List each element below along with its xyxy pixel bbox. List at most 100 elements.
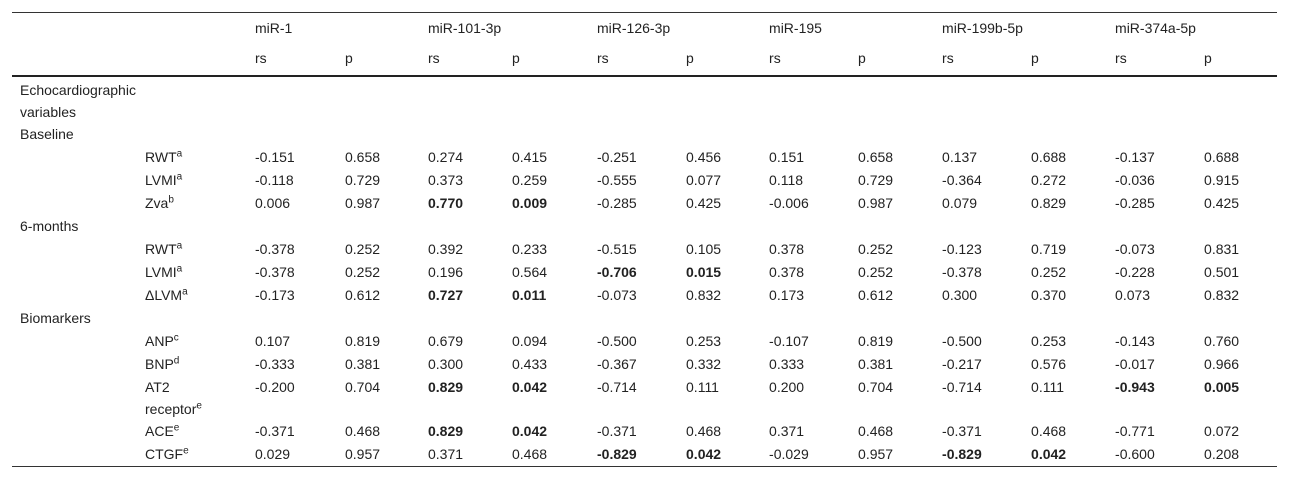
value-cell: -0.029 <box>761 443 851 467</box>
value-cell: 0.719 <box>1031 241 1067 257</box>
value-cell: 0.107 <box>255 333 291 349</box>
data-row: Zvab 0.006 0.987 0.770 0.009 -0.285 0.425 -0.00… <box>12 192 1277 215</box>
value-cell: -0.378 <box>255 241 295 257</box>
value-cell: 0.468 <box>1031 423 1067 439</box>
value-cell: 0.688 <box>1031 149 1067 165</box>
row-label: ANPc <box>137 330 247 353</box>
value-cell: 0.658 <box>345 149 381 165</box>
value-cell: 0.011 <box>512 287 547 303</box>
value-cell: 0.259 <box>512 172 548 188</box>
empty-cell <box>137 307 1277 330</box>
section-row: Biomarkers <box>12 307 1277 330</box>
empty-cell <box>12 353 137 376</box>
value-cell: -0.285 <box>597 195 637 211</box>
subheader: p <box>337 44 420 77</box>
value-cell: 0.381 <box>858 356 894 372</box>
subheader: rs <box>589 44 679 77</box>
value-cell: 0.704 <box>858 379 894 395</box>
group-header: miR-199b-5p <box>934 12 1108 44</box>
footnote-marker: a <box>176 148 183 160</box>
correlation-table: miR-1 miR-101-3p miR-126-3p miR-195 miR-199b… <box>12 12 1278 467</box>
value-cell: 0.832 <box>686 287 722 303</box>
value-cell: 0.987 <box>858 195 894 211</box>
value-cell: 0.006 <box>255 195 291 211</box>
value-cell: 0.957 <box>337 443 420 467</box>
data-row: RWTa -0.378 0.252 0.392 0.233 -0.515 0.105 0.37… <box>12 238 1277 261</box>
value-cell: 0.829 <box>428 379 464 395</box>
value-cell: -0.378 <box>942 264 982 280</box>
value-cell: -0.829 <box>589 443 679 467</box>
value-cell: 0.658 <box>858 149 894 165</box>
value-cell: 0.425 <box>1204 195 1240 211</box>
value-cell: 0.079 <box>942 195 978 211</box>
value-cell: 0.029 <box>247 443 337 467</box>
value-cell: 0.831 <box>1204 241 1240 257</box>
value-cell: -0.333 <box>255 356 295 372</box>
subheader: rs <box>247 44 337 77</box>
label: BNP <box>145 356 174 372</box>
empty-cell <box>12 443 137 467</box>
value-cell: -0.371 <box>255 423 295 439</box>
value-cell: -0.118 <box>255 172 294 188</box>
value-cell: 0.300 <box>428 356 464 372</box>
footnote-marker: c <box>173 332 179 344</box>
group-header: miR-101-3p <box>420 12 590 44</box>
empty-cell <box>12 330 137 353</box>
row-label: BNPd <box>137 353 247 376</box>
row-label: ΔLVMa <box>137 284 247 307</box>
value-cell: 0.729 <box>345 172 381 188</box>
value-cell: -0.555 <box>597 172 637 188</box>
empty-cell <box>12 12 247 44</box>
label-text: RWTa <box>145 146 182 168</box>
value-cell: 0.378 <box>769 241 805 257</box>
footnote-marker: a <box>176 263 183 275</box>
value-cell: 0.272 <box>1031 172 1067 188</box>
data-row: LVMIa -0.378 0.252 0.196 0.564 -0.706 0.015 0.3… <box>12 261 1277 284</box>
value-cell: 0.612 <box>345 287 381 303</box>
value-cell: 0.233 <box>512 241 548 257</box>
value-cell: 0.564 <box>512 264 548 280</box>
value-cell: -0.036 <box>1115 172 1155 188</box>
value-cell: 0.688 <box>1204 149 1240 165</box>
section-row: Baseline <box>12 123 1277 146</box>
empty-cell <box>12 192 137 215</box>
value-cell: -0.515 <box>597 241 637 257</box>
value-cell: 0.576 <box>1031 356 1067 372</box>
value-cell: 0.072 <box>1204 423 1240 439</box>
row-label: RWTa <box>137 146 247 169</box>
label: AT2 receptor <box>145 379 197 417</box>
value-cell: 0.832 <box>1204 287 1240 303</box>
value-cell: 0.015 <box>686 264 722 280</box>
value-cell: -0.173 <box>255 287 295 303</box>
value-cell: 0.704 <box>345 379 381 395</box>
data-row: ACEe -0.371 0.468 0.829 0.042 -0.371 0.468 0.37… <box>12 420 1277 443</box>
label: RWT <box>145 241 177 257</box>
value-cell: -0.137 <box>1115 149 1155 165</box>
footnote-marker: a <box>182 286 188 298</box>
value-cell: 0.373 <box>428 172 464 188</box>
empty-cell <box>12 146 137 169</box>
value-cell: 0.200 <box>769 379 805 395</box>
section-row: Echocardiographic variables <box>12 76 1277 123</box>
subheader: p <box>1196 44 1278 77</box>
value-cell: 0.005 <box>1204 379 1240 395</box>
value-cell: 0.151 <box>769 149 805 165</box>
label: RWT <box>145 149 177 165</box>
empty-cell <box>12 284 137 307</box>
value-cell: -0.285 <box>1115 195 1155 211</box>
value-cell: -0.364 <box>942 172 982 188</box>
value-cell: 0.456 <box>686 149 722 165</box>
value-cell: 0.009 <box>512 195 548 211</box>
data-row: RWTa -0.151 0.658 0.274 0.415 -0.251 0.456 0.15… <box>12 146 1277 169</box>
value-cell: -0.073 <box>597 287 637 303</box>
label: LVMI <box>145 172 177 188</box>
value-cell: 0.370 <box>1031 287 1067 303</box>
data-row: ΔLVMa -0.173 0.612 0.727 0.011 -0.073 0.832 0.1… <box>12 284 1277 307</box>
value-cell: 0.252 <box>345 264 381 280</box>
row-label: RWTa <box>137 238 247 261</box>
subheader: rs <box>420 44 504 77</box>
footnote-marker: a <box>176 171 183 183</box>
value-cell: -0.500 <box>942 333 982 349</box>
empty-cell <box>137 215 1277 238</box>
value-cell: 0.727 <box>428 287 464 303</box>
